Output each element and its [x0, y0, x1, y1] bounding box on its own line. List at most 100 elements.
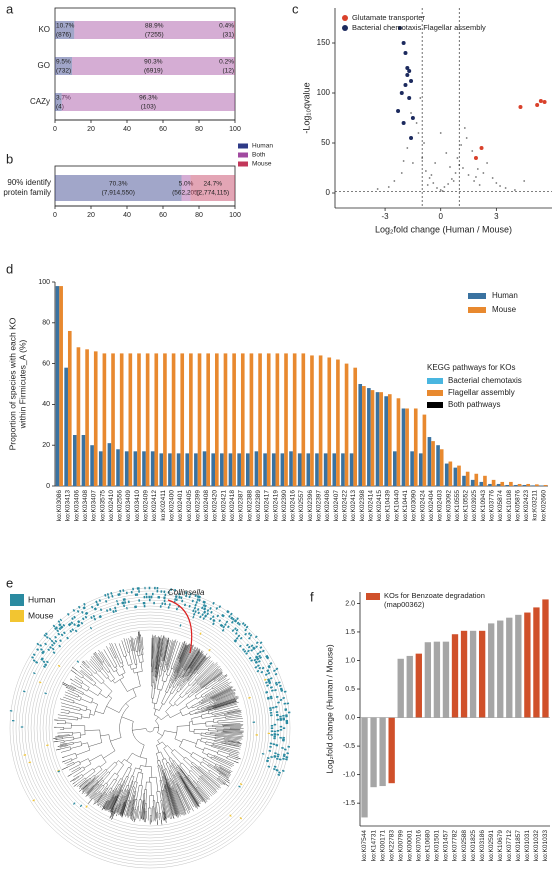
bar-segment	[61, 93, 235, 111]
ring-mark	[261, 753, 265, 755]
ring-mark	[212, 601, 215, 605]
x-tick-label: ko:K03410	[134, 490, 141, 521]
point	[463, 127, 466, 129]
panel-label: e	[6, 575, 13, 590]
x-tick-label: ko:K02423	[523, 490, 530, 521]
ring-mark	[41, 651, 45, 655]
ring-mark	[216, 614, 220, 618]
ring-mark	[236, 617, 239, 621]
value-label: 90.3%	[144, 59, 163, 66]
point	[514, 189, 516, 191]
x-tick-label: ko:K05876	[514, 490, 521, 521]
bar	[388, 717, 395, 784]
ring-mark	[35, 661, 39, 664]
bar	[119, 353, 124, 486]
ring-mark	[210, 610, 213, 614]
ring-mark	[201, 613, 204, 617]
y-tick-label: 100	[38, 279, 50, 286]
point	[456, 157, 459, 159]
x-tick-label: ko:K03090	[411, 490, 418, 521]
legend-swatch	[366, 593, 380, 600]
ring-mark	[222, 625, 226, 629]
ring-mark	[279, 698, 283, 701]
ring-mark	[243, 623, 247, 627]
point	[376, 188, 379, 190]
x-tick-label: ko:K02422	[341, 490, 348, 521]
legend-swatch	[468, 293, 486, 299]
point	[401, 121, 406, 125]
x-tick-label: ko:K01457	[443, 830, 450, 861]
ring-mark	[238, 644, 242, 648]
ring-mark	[230, 620, 234, 624]
y-tick-label: -1.0	[343, 771, 355, 778]
ring-mark	[255, 661, 258, 664]
ring-mark	[267, 697, 270, 700]
ring-mark	[96, 603, 99, 607]
ring-mark	[254, 666, 258, 669]
x-tick-label: ko:K02557	[298, 490, 305, 521]
x-tick-label: ko:K10108	[506, 490, 513, 521]
ring-mark	[60, 625, 64, 629]
x-tick-label: ko:K02388	[246, 490, 253, 521]
y-tick-label: 2.0	[345, 600, 355, 607]
y-tick-label: 0.5	[345, 686, 355, 693]
ring-mark	[54, 627, 57, 631]
annotation-arrow	[167, 599, 193, 654]
bar	[258, 353, 262, 486]
x-tick-label: ko:K02404	[428, 490, 435, 521]
point	[401, 41, 406, 45]
bar-segment	[190, 175, 235, 201]
ring-mark	[116, 599, 118, 603]
ring-mark	[193, 612, 196, 616]
ring-mark	[83, 602, 86, 606]
ring-mark	[50, 639, 54, 643]
bar	[465, 471, 470, 486]
bar	[318, 355, 323, 486]
bar	[451, 634, 459, 718]
ring-mark	[222, 614, 225, 618]
x-tick-label: ko:K00171	[379, 830, 386, 861]
bar	[85, 349, 89, 486]
bar	[531, 485, 536, 486]
y-tick-label: 100	[317, 88, 331, 97]
bar	[353, 367, 358, 486]
ring-mark	[252, 646, 255, 650]
tree-branches	[53, 631, 244, 825]
x-tick-label: ko:K02413	[350, 490, 357, 521]
count-label: (876)	[56, 32, 71, 39]
y-tick-label: 150	[317, 38, 331, 47]
ring-mark	[183, 603, 187, 607]
x-tick-label: ko:K03408	[82, 490, 89, 521]
ring-mark	[267, 664, 271, 668]
ring-mark	[178, 595, 181, 599]
ring-mark	[258, 654, 261, 658]
ring	[51, 629, 249, 827]
bar	[185, 453, 190, 486]
bar	[488, 483, 492, 486]
x-tick-label: 40	[123, 212, 131, 219]
bar	[98, 451, 103, 486]
x-tick-label: ko:K02401	[177, 490, 184, 521]
ring-mark	[52, 651, 56, 655]
x-tick-label: ko:K10680	[425, 830, 432, 861]
x-tick-label: ko:K10679	[497, 830, 504, 861]
value-label: 3.7%	[56, 95, 71, 102]
point	[465, 137, 468, 139]
bar-segment	[55, 93, 62, 111]
ring-mark	[247, 632, 251, 636]
ring-mark	[220, 624, 224, 628]
legend-swatch	[427, 402, 443, 408]
ring-mark	[225, 620, 229, 624]
ring	[24, 602, 276, 854]
ring-mark	[265, 691, 269, 694]
ring-mark	[59, 626, 63, 630]
ring-mark	[68, 622, 72, 626]
point	[443, 186, 446, 188]
panel-label: d	[6, 261, 13, 276]
point	[393, 180, 396, 182]
ring-mark	[263, 678, 267, 681]
ring-mark	[281, 769, 285, 773]
ring-mark	[55, 626, 59, 630]
value-label: 24.7%	[204, 181, 223, 188]
